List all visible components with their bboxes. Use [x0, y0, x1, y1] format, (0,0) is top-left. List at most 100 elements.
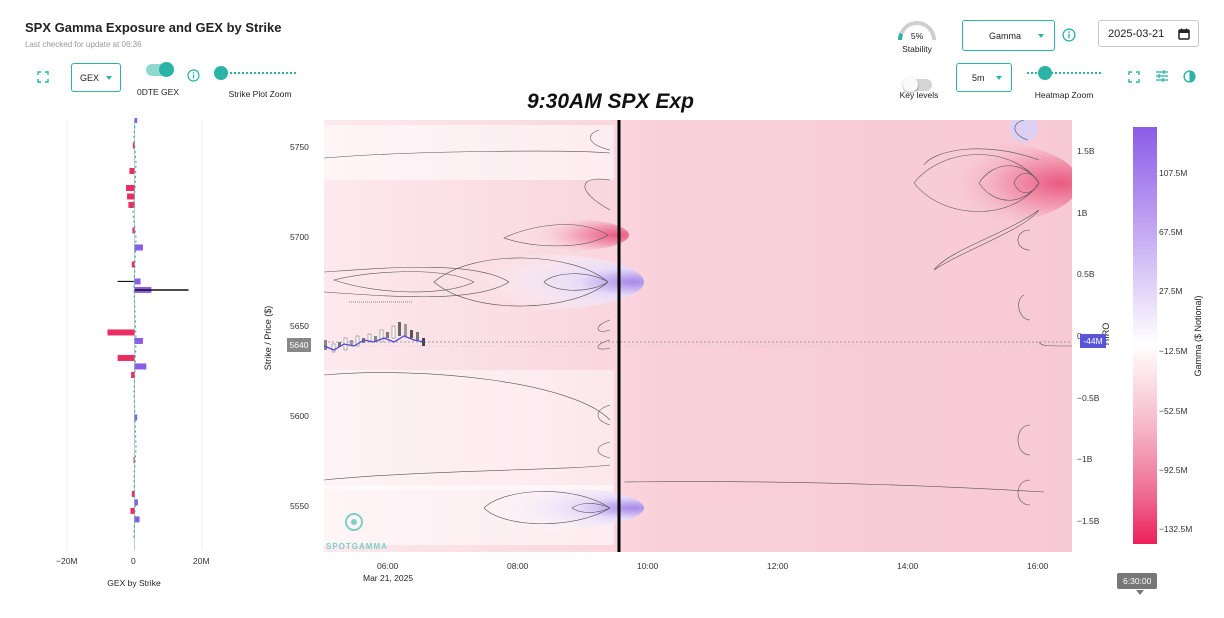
stability-value: 5%	[910, 31, 924, 41]
tooltip-pointer	[1136, 590, 1144, 595]
interval-select-value: 5m	[972, 72, 985, 83]
gex-bar	[129, 167, 135, 174]
stability-label: Stability	[902, 44, 932, 54]
stability-gauge	[894, 16, 940, 42]
time-axis-date: Mar 21, 2025	[363, 573, 414, 583]
gex-bar	[134, 516, 140, 523]
date-picker[interactable]: 2025-03-21	[1098, 20, 1199, 47]
gex-by-strike-chart	[66, 118, 203, 550]
chevron-down-icon	[106, 75, 112, 80]
strike-tick: 5550	[290, 501, 309, 511]
time-tick: 14:00	[897, 561, 919, 571]
strike-tick: 5600	[290, 411, 309, 421]
key-levels-label: Key levels	[899, 90, 939, 100]
heatmap-zoom-track[interactable]	[1027, 72, 1103, 74]
gex-bar	[128, 201, 135, 208]
gex-bar	[127, 193, 135, 200]
calendar-icon	[1178, 28, 1190, 40]
gex-bar	[134, 118, 138, 123]
time-tick: 12:00	[767, 561, 789, 571]
time-tooltip: 6:30:00	[1117, 573, 1158, 589]
info-icon[interactable]	[186, 68, 200, 82]
gex-bar	[133, 456, 135, 463]
gex-select[interactable]: GEX	[71, 63, 121, 92]
gex-bar	[131, 490, 135, 497]
gex-bar	[117, 354, 135, 361]
colorbar-tick: −12.5M	[1159, 346, 1188, 356]
key-levels-toggle[interactable]	[903, 77, 932, 92]
colorbar-title: Gamma ($ Notional)	[1193, 295, 1203, 377]
strike-tick: 5750	[290, 142, 309, 152]
chevron-down-icon	[996, 75, 1002, 80]
hiro-tick: −0.5B	[1077, 393, 1100, 403]
gamma-cluster	[509, 219, 629, 251]
expand-gex-icon[interactable]	[36, 70, 50, 84]
time-tick: 08:00	[507, 561, 529, 571]
interval-select[interactable]: 5m	[956, 63, 1012, 92]
current-price-tag: 5640	[287, 338, 311, 352]
gex-bar	[131, 371, 135, 378]
toggle-knob	[159, 62, 174, 77]
heatmap-zoom-handle[interactable]	[1038, 66, 1052, 80]
date-value: 2025-03-21	[1108, 27, 1165, 40]
gamma-cluster	[424, 486, 644, 530]
gex-select-value: GEX	[80, 72, 100, 83]
gex-bar	[132, 227, 135, 234]
chevron-down-icon	[1038, 33, 1044, 38]
gex-bar	[134, 278, 141, 285]
gex-bar	[126, 184, 135, 191]
gamma-cluster	[424, 254, 644, 310]
strike-tick: 5700	[290, 232, 309, 242]
gex-bar	[134, 499, 138, 506]
contour-lines	[324, 120, 1072, 525]
hiro-tick: −1.5B	[1077, 516, 1100, 526]
colorbar-tick: −92.5M	[1159, 465, 1188, 475]
colorbar	[1133, 127, 1157, 544]
colorbar-tick: 67.5M	[1159, 227, 1183, 237]
gex-bar	[130, 507, 135, 514]
gex-x-label: GEX by Strike	[107, 578, 161, 588]
colorbar-tick: 107.5M	[1159, 168, 1188, 178]
odte-gex-label: 0DTE GEX	[136, 87, 180, 97]
last-checked-text: Last checked for update at 06:36	[25, 40, 142, 49]
gamma-select-value: Gamma	[989, 30, 1022, 41]
hiro-tick: 0.5B	[1077, 269, 1095, 279]
info-icon[interactable]	[1062, 28, 1076, 42]
hiro-value-tag: -44M	[1080, 334, 1106, 348]
colorbar-tick: −132.5M	[1159, 524, 1193, 534]
spotgamma-logo-icon	[345, 513, 363, 531]
gex-x-tick: 0	[131, 556, 136, 566]
colorbar-tick: 27.5M	[1159, 286, 1183, 296]
colorbar-tick: −52.5M	[1159, 406, 1188, 416]
gex-bar	[134, 244, 143, 251]
gex-bar	[134, 414, 138, 421]
heatmap-band	[324, 370, 614, 490]
expand-heatmap-icon[interactable]	[1127, 70, 1141, 84]
hiro-tick: 0	[1077, 331, 1082, 341]
strike-zoom-label: Strike Plot Zoom	[228, 89, 292, 99]
gamma-heatmap: SPOTGAMMA	[324, 120, 1072, 552]
gex-bar	[134, 363, 147, 370]
gex-bar	[107, 329, 135, 336]
gex-bar	[132, 142, 135, 149]
heatmap-y-label: Strike / Price ($)	[263, 305, 273, 371]
settings-sliders-icon[interactable]	[1155, 69, 1169, 83]
gex-bar	[131, 261, 135, 268]
gex-x-tick: 20M	[193, 556, 210, 566]
contrast-icon[interactable]	[1182, 69, 1196, 83]
strike-zoom-handle[interactable]	[214, 66, 228, 80]
hiro-tick: 1.5B	[1077, 146, 1095, 156]
watermark-text: SPOTGAMMA	[326, 542, 388, 551]
time-tick: 06:00	[377, 561, 399, 571]
heatmap-zoom-label: Heatmap Zoom	[1034, 90, 1094, 100]
odte-gex-toggle[interactable]	[146, 62, 174, 77]
toggle-knob	[903, 77, 918, 92]
gamma-select[interactable]: Gamma	[962, 20, 1055, 51]
expiration-annotation: 9:30AM SPX Exp	[527, 90, 694, 113]
time-tick: 10:00	[637, 561, 659, 571]
time-tick: 16:00	[1027, 561, 1049, 571]
strike-zoom-track[interactable]	[222, 72, 298, 74]
hiro-tick: 1B	[1077, 208, 1088, 218]
heatmap-band	[324, 125, 614, 180]
page-title: SPX Gamma Exposure and GEX by Strike	[25, 20, 282, 35]
